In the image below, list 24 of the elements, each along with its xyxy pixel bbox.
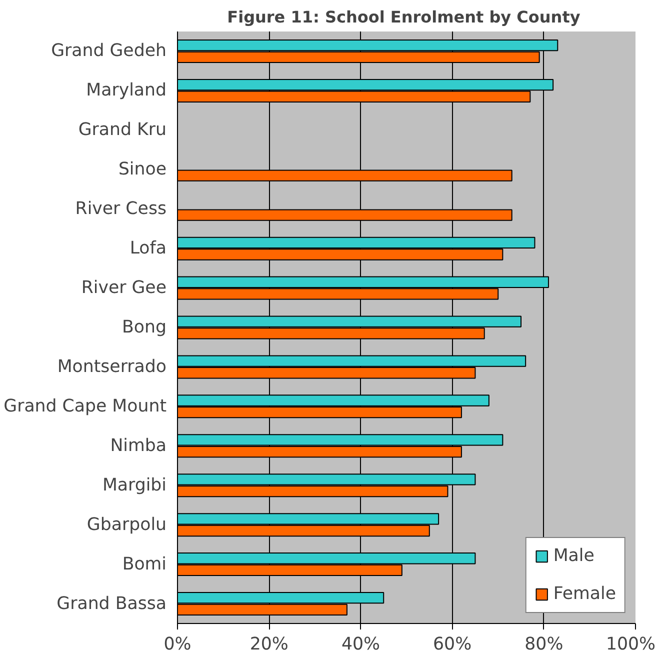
- y-tick-label: Grand Gedeh: [51, 41, 167, 62]
- x-tick-label: 60%: [433, 634, 472, 654]
- chart-title: Figure 11: School Enrolment by County: [227, 8, 581, 26]
- y-tick-label: Grand Bassa: [56, 594, 167, 614]
- y-tick-label: Margibi: [102, 475, 167, 496]
- y-tick-label: Grand Kru: [78, 120, 167, 140]
- y-tick-label: Montserrado: [57, 356, 167, 377]
- y-tick-label: Maryland: [86, 80, 167, 101]
- x-tick-label: 100%: [606, 634, 656, 654]
- y-tick-label: Lofa: [130, 238, 166, 259]
- x-tick-label: 20%: [250, 634, 288, 654]
- y-tick-label: Sinoe: [118, 160, 167, 180]
- y-tick-label: Gbarpolu: [86, 514, 167, 535]
- legend-label: Male: [553, 546, 594, 566]
- x-tick-label: 80%: [524, 634, 564, 654]
- x-tick-label: 40%: [341, 634, 380, 654]
- y-tick-label: Bomi: [122, 554, 167, 574]
- y-tick-label: River Cess: [75, 199, 166, 220]
- x-tick-label: 0%: [164, 634, 192, 654]
- y-tick-label: Nimba: [110, 436, 167, 456]
- y-tick-label: Bong: [122, 318, 167, 338]
- y-tick-label: River Gee: [81, 278, 167, 298]
- legend-label: Female: [553, 584, 616, 604]
- y-tick-label: Grand Cape Mount: [4, 396, 167, 416]
